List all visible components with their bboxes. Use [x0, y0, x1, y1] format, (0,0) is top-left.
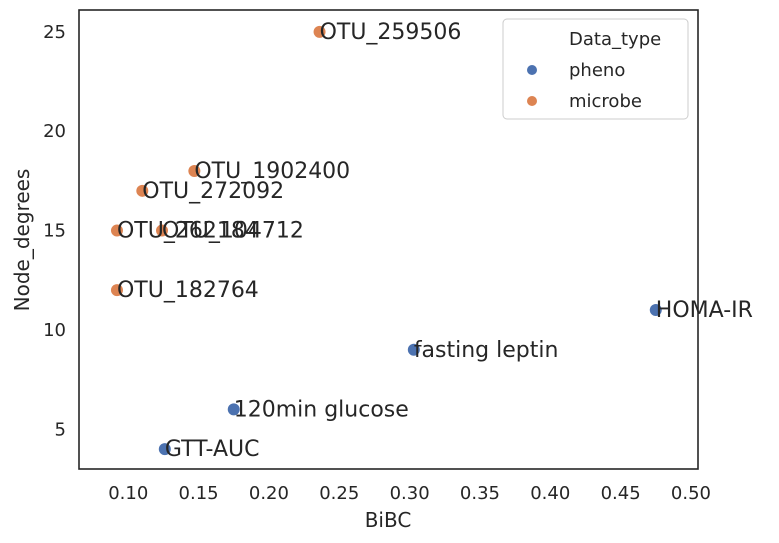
point-label: 120min glucose	[234, 397, 409, 422]
point-label: OTU_182764	[117, 278, 259, 303]
data-point	[136, 184, 149, 197]
x-tick-label: 0.40	[530, 483, 570, 504]
data-point	[407, 343, 420, 356]
data-point	[649, 304, 662, 317]
x-axis-ticks: 0.10 0.15 0.20 0.25 0.30 0.35 0.40 0.45 0.50	[108, 483, 711, 504]
point-label: OTU_104712	[162, 219, 304, 244]
x-tick-label: 0.50	[671, 483, 711, 504]
point-labels: HOMA-IR fasting leptin 120min glucose GTT-A…	[117, 20, 753, 462]
y-tick-label: 25	[43, 22, 66, 43]
y-axis-label: Node_degrees	[10, 169, 34, 312]
y-tick-label: 5	[55, 419, 66, 440]
data-point	[110, 224, 123, 237]
y-tick-label: 10	[43, 320, 66, 341]
x-tick-label: 0.15	[179, 483, 219, 504]
y-tick-label: 20	[43, 121, 66, 142]
legend: Data_type pheno microbe	[502, 18, 689, 120]
data-point	[188, 164, 201, 177]
legend-marker	[527, 96, 537, 106]
legend-box	[502, 18, 689, 120]
point-label: OTU_272092	[142, 179, 284, 204]
data-point	[158, 443, 171, 456]
x-tick-label: 0.30	[390, 483, 430, 504]
legend-entries: pheno microbe	[527, 60, 642, 112]
x-axis-label: BiBC	[365, 508, 412, 532]
x-tick-label: 0.45	[601, 483, 641, 504]
legend-title: Data_type	[569, 29, 661, 50]
point-label: OTU_259506	[320, 20, 462, 45]
data-point	[156, 224, 169, 237]
legend-marker	[527, 65, 537, 75]
point-label: fasting leptin	[414, 338, 559, 363]
data-point	[313, 25, 326, 38]
x-tick-label: 0.35	[460, 483, 500, 504]
data-point	[227, 403, 240, 416]
point-label: GTT-AUC	[165, 437, 260, 462]
x-tick-label: 0.20	[249, 483, 289, 504]
y-tick-label: 15	[43, 221, 66, 242]
x-tick-label: 0.25	[319, 483, 359, 504]
point-label: HOMA-IR	[656, 298, 753, 323]
point-label: OTU_262184	[117, 219, 259, 244]
point-label: OTU_1902400	[194, 159, 350, 184]
y-axis-ticks: 5 10 15 20 25	[43, 22, 66, 440]
legend-label: pheno	[569, 60, 625, 81]
x-tick-label: 0.10	[108, 483, 148, 504]
data-points	[110, 25, 662, 456]
legend-label: microbe	[569, 91, 642, 112]
data-point	[110, 284, 123, 297]
